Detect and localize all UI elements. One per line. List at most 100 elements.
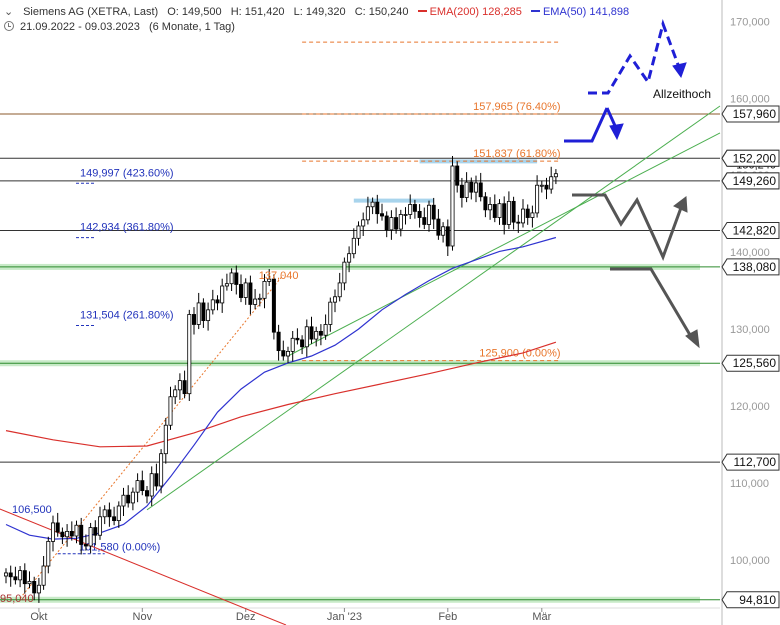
fib-blue-label: 142,934 (361.80%) — [80, 222, 174, 234]
candle-body — [126, 494, 131, 504]
y-tick-label: 160,000 — [730, 93, 770, 105]
candle-body — [98, 516, 103, 536]
x-tick-label: Okt — [30, 611, 47, 623]
candle-body — [426, 204, 431, 225]
candle-body — [464, 181, 469, 198]
candle-body — [332, 296, 337, 303]
candle-body — [379, 213, 384, 217]
candle-body — [356, 225, 361, 239]
price-tag-box — [721, 105, 780, 123]
candle-body — [300, 339, 305, 348]
candle-body — [154, 473, 159, 487]
x-tick-label: Jan '23 — [327, 611, 362, 623]
arrow-head-icon — [673, 196, 688, 213]
low-value: L: 149,320 — [293, 6, 346, 18]
fib-orange-label: 151,837 (61.80%) — [473, 148, 560, 160]
candle-body — [398, 214, 403, 230]
candle-body — [46, 540, 51, 567]
candle-body — [553, 173, 558, 178]
ema200-line — [5, 341, 557, 448]
price-tag-box — [721, 453, 780, 471]
ema50-legend-value: 141,898 — [589, 6, 630, 18]
arrow-head-icon — [672, 62, 687, 79]
symbol-title: Siemens AG (XETRA, Last) — [23, 6, 159, 18]
candle-body — [220, 285, 225, 304]
candle-body — [441, 226, 446, 236]
candle-body — [455, 165, 460, 186]
candle-body — [65, 530, 70, 538]
price-tag-label: 157,960 — [733, 107, 777, 121]
candle-body — [149, 473, 154, 497]
candle-body — [27, 580, 32, 585]
candle-body — [422, 217, 427, 225]
candle-body — [22, 570, 27, 585]
candle-body — [163, 424, 168, 455]
fib-swing-line — [19, 274, 284, 599]
candle-body — [483, 196, 488, 211]
candle-body — [530, 212, 535, 218]
candle-body — [295, 337, 300, 341]
candle-body — [328, 301, 333, 325]
bullish-scenario-line — [605, 107, 618, 129]
candle-body — [112, 516, 117, 522]
candle-body — [168, 396, 173, 426]
candle-body — [79, 524, 84, 545]
price-tag-box — [721, 221, 780, 239]
arrow-head-icon — [685, 329, 700, 349]
candle-body — [342, 261, 347, 284]
candle-body — [497, 203, 502, 218]
chart-header: ⌄ Siemens AG (XETRA, Last) O: 149,500 H:… — [0, 0, 720, 36]
candle-body — [41, 565, 46, 586]
period-interval: (6 Monate, 1 Tag) — [148, 21, 235, 33]
candle-body — [417, 210, 422, 218]
candle-body — [309, 326, 314, 340]
candle-body — [224, 283, 229, 287]
candle-body — [290, 337, 295, 352]
bearish-scenario-line — [610, 267, 695, 341]
candle-body — [88, 527, 93, 547]
candle-body — [459, 184, 464, 198]
candle-body — [549, 176, 554, 190]
candle-body — [257, 297, 262, 300]
ema50-line — [5, 236, 557, 540]
candle-body — [206, 309, 211, 322]
x-tick-label: Mär — [532, 611, 551, 623]
candle-body — [201, 302, 206, 322]
ema200-legend-value: 128,285 — [482, 6, 522, 18]
candle-body — [361, 219, 366, 227]
price-tag-box — [721, 354, 780, 372]
candle-body — [210, 299, 215, 311]
candle-body — [445, 226, 450, 247]
candle-body — [36, 584, 41, 594]
candle-body — [267, 278, 272, 282]
candle-body — [525, 208, 530, 218]
falling-trendline — [0, 508, 287, 625]
candle-body — [248, 282, 253, 305]
candle-body — [140, 480, 145, 492]
rising-trendline — [146, 105, 721, 511]
fib-blue-label: 131,504 (261.80%) — [80, 310, 174, 322]
x-tick-label: Dez — [236, 611, 256, 623]
candle-body — [394, 217, 399, 230]
candle-body — [107, 509, 112, 518]
candle-body — [121, 494, 126, 507]
candle-body — [55, 522, 60, 533]
close-value: C: 150,240 — [354, 6, 409, 18]
candle-body — [276, 331, 281, 352]
swing-low-blue-label: 106,500 — [12, 504, 52, 516]
candle-body — [347, 253, 352, 263]
price-tag-box — [721, 172, 780, 190]
chevron-down-icon[interactable]: ⌄ — [4, 6, 14, 18]
candle-body — [191, 314, 196, 325]
period-range: 21.09.2022 - 09.03.2023 — [20, 21, 140, 33]
price-tag-label: 125,560 — [733, 356, 777, 370]
candle-body — [389, 217, 394, 231]
candle-body — [187, 314, 192, 395]
candle-body — [8, 572, 13, 578]
candle-body — [478, 182, 483, 198]
y-tick-label: 100,000 — [730, 555, 770, 567]
sideways-scenario-line — [572, 193, 684, 261]
candle-body — [370, 201, 375, 208]
candle-body — [516, 221, 521, 224]
